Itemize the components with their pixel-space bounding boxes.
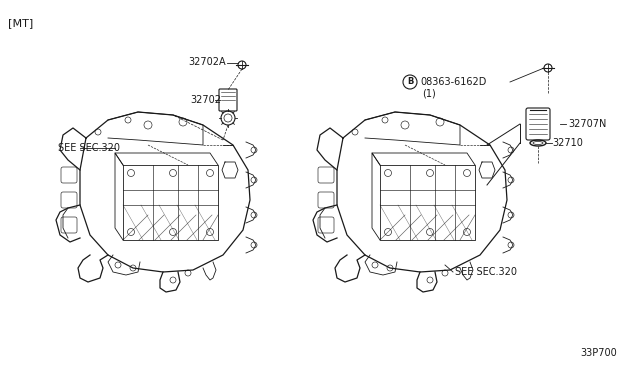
Text: 08363-6162D: 08363-6162D — [420, 77, 486, 87]
Text: 32702: 32702 — [190, 95, 221, 105]
Text: 32707N: 32707N — [568, 119, 606, 129]
Text: 33P700: 33P700 — [580, 348, 617, 358]
Text: (1): (1) — [422, 89, 436, 99]
Text: 32702A: 32702A — [188, 57, 226, 67]
Text: SEE SEC.320: SEE SEC.320 — [455, 267, 517, 277]
Text: [MT]: [MT] — [8, 18, 33, 28]
Text: B: B — [407, 77, 413, 87]
Text: 32710: 32710 — [552, 138, 583, 148]
Text: SEE SEC.320: SEE SEC.320 — [58, 143, 120, 153]
